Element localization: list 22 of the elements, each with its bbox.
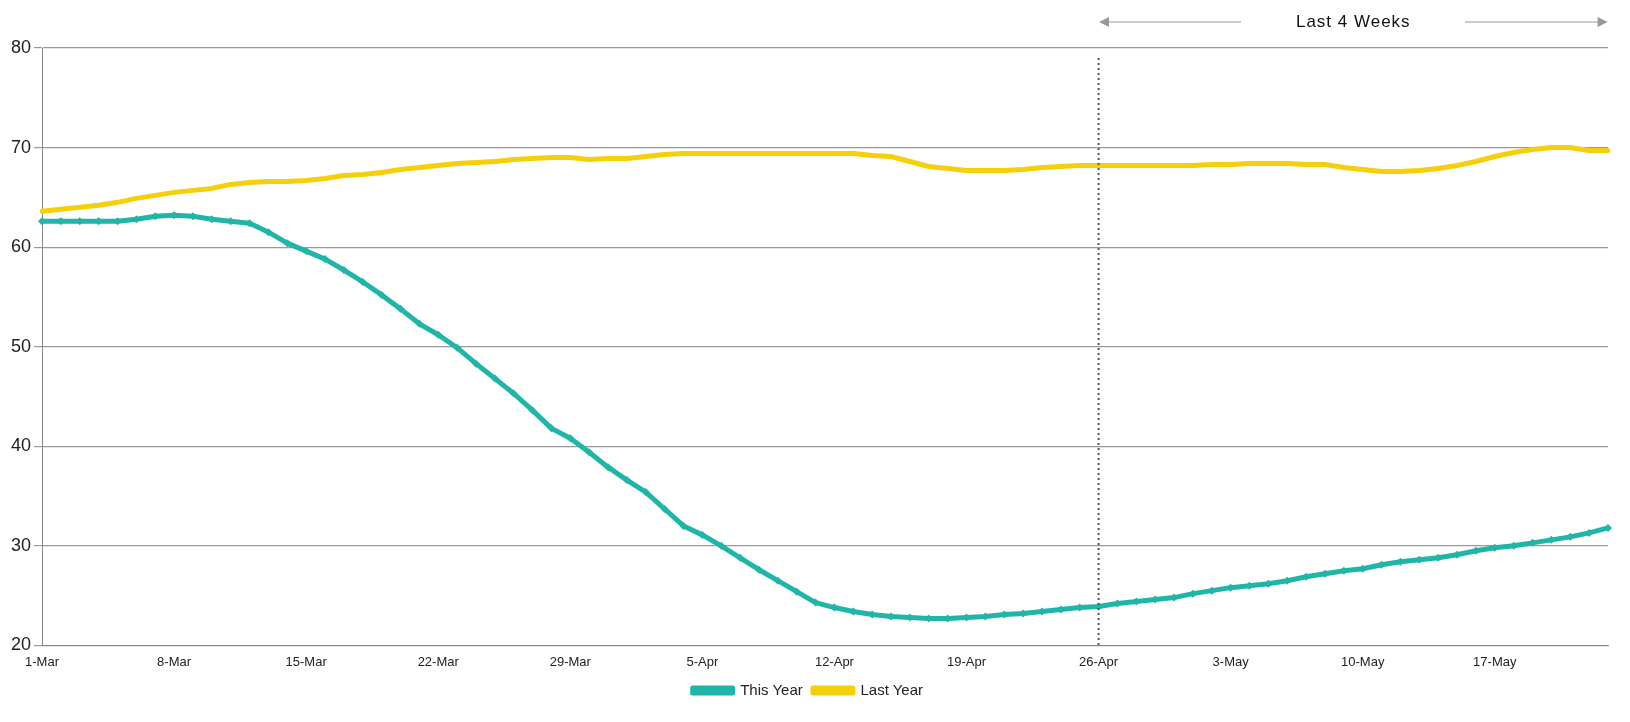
x-tick-label: 12-Apr: [814, 653, 855, 669]
y-tick-label: 30: [10, 534, 32, 555]
x-tick-label: 5-Apr: [686, 653, 719, 669]
x-tick-label: 17-May: [1473, 653, 1517, 669]
y-tick-label: 50: [10, 335, 32, 356]
x-tick-label: 8-Mar: [157, 653, 192, 669]
y-tick-label: 70: [10, 136, 32, 157]
x-tick-label: 26-Apr: [1079, 653, 1119, 669]
x-tick-label: 19-Apr: [947, 653, 987, 669]
text: Last 4 Weeks: [1294, 12, 1412, 32]
x-tick-label: 15-Mar: [285, 653, 328, 669]
x-tick-label: 1-Mar: [25, 653, 60, 669]
y-tick-label: 80: [10, 36, 32, 57]
legend-label: This Year: [740, 680, 803, 698]
x-tick-label: 22-Mar: [417, 653, 460, 669]
y-tick-label: 20: [10, 634, 32, 655]
x-tick-label: 3-May: [1212, 653, 1250, 669]
y-tick-label: 60: [10, 236, 32, 257]
y-tick-label: 40: [10, 435, 32, 456]
x-tick-label: 29-Mar: [549, 653, 592, 669]
legend-label: Last Year: [860, 680, 924, 698]
x-tick-label: 10-May: [1341, 653, 1385, 669]
